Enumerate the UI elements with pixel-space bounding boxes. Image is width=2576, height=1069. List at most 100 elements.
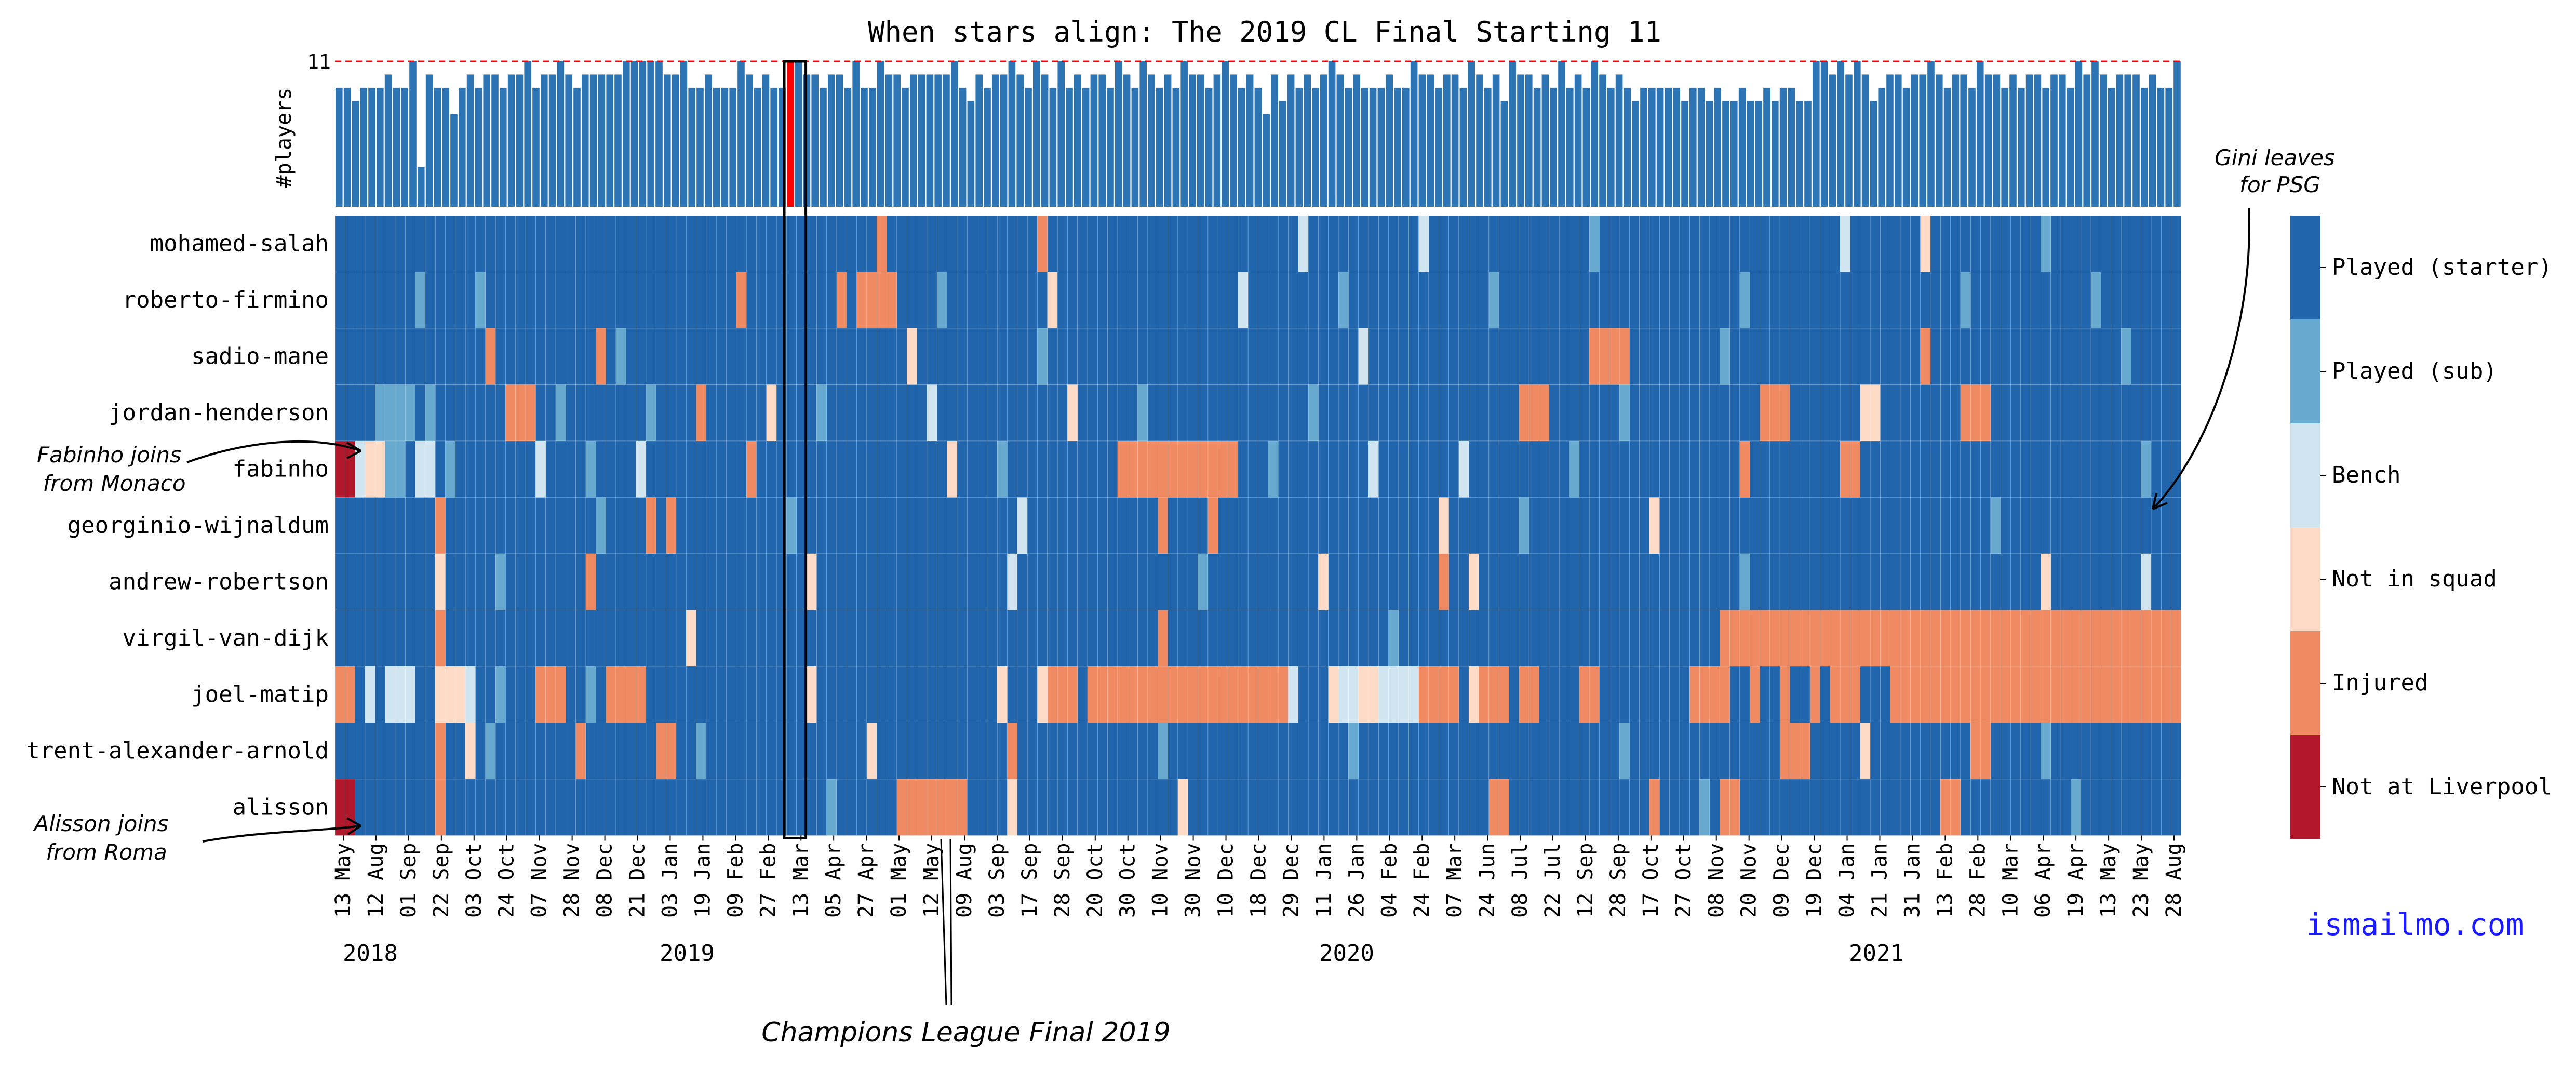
cell-sadio-mane-86 [1198,328,1209,385]
cell-georginio-wijnaldum-155 [1890,497,1901,554]
heatmap [334,215,2182,836]
cell-andrew-robertson-66 [997,553,1008,610]
cell-andrew-robertson-170 [2041,553,2051,610]
cell-joel-matip-137 [1709,666,1720,723]
cell-virgil-van-dijk-152 [1860,610,1871,667]
x-tick-label: 21 Jan [1868,843,1891,918]
cell-georginio-wijnaldum-162 [1960,497,1971,554]
bar-match-23 [524,61,531,207]
cell-sadio-mane-113 [1468,328,1479,385]
cell-virgil-van-dijk-61 [947,610,958,667]
cell-joel-matip-12 [455,666,466,723]
cell-fabinho-120 [1539,440,1550,498]
cell-andrew-robertson-6 [395,553,406,610]
cell-roberto-firmino-3 [365,272,375,329]
cell-mohamed-salah-45 [786,215,797,272]
cell-roberto-firmino-95 [1288,272,1299,329]
cell-mohamed-salah-102 [1358,215,1369,272]
cell-joel-matip-17 [505,666,516,723]
bar-match-180 [1813,61,1820,207]
cell-roberto-firmino-55 [887,272,897,329]
bar-match-186 [1861,74,1869,207]
cell-virgil-van-dijk-36 [696,610,707,667]
bar-match-104 [1189,74,1196,207]
cell-andrew-robertson-24 [575,553,586,610]
x-tick-label: 28 Nov [560,843,584,918]
cell-mohamed-salah-59 [927,215,937,272]
cell-mohamed-salah-145 [1790,215,1801,272]
cell-alisson-130 [1639,779,1650,836]
cell-roberto-firmino-7 [405,272,415,329]
alisson-annotation-line2: from Roma [46,839,167,865]
cell-jordan-henderson-166 [2000,384,2011,442]
cell-trent-alexander-arnold-67 [1007,723,1018,780]
cell-mohamed-salah-68 [1017,215,1028,272]
cell-andrew-robertson-135 [1689,553,1700,610]
cell-jordan-henderson-139 [1729,384,1740,442]
cell-joel-matip-106 [1398,666,1409,723]
cell-joel-matip-148 [1820,666,1831,723]
cell-joel-matip-88 [1217,666,1228,723]
cell-virgil-van-dijk-51 [847,610,857,667]
cell-joel-matip-176 [2101,666,2112,723]
cell-jordan-henderson-146 [1800,384,1810,442]
cell-mohamed-salah-159 [1930,215,1941,272]
cell-mohamed-salah-120 [1539,215,1550,272]
credit-link[interactable]: ismailmo.com [2306,907,2524,942]
cell-trent-alexander-arnold-10 [435,723,446,780]
cell-jordan-henderson-106 [1398,384,1409,442]
cell-jordan-henderson-100 [1338,384,1349,442]
bar-match-159 [1640,87,1647,207]
cell-andrew-robertson-98 [1318,553,1329,610]
cell-sadio-mane-88 [1217,328,1228,385]
x-tick-label: 07 Nov [528,843,552,918]
bar-match-0 [336,87,343,207]
player-label-jordan-henderson: jordan-henderson [109,399,329,426]
cell-fabinho-99 [1328,440,1339,498]
cell-joel-matip-156 [1900,666,1911,723]
cell-trent-alexander-arnold-119 [1528,723,1539,780]
cell-sadio-mane-31 [646,328,656,385]
cell-andrew-robertson-164 [1980,553,1991,610]
cell-fabinho-70 [1037,440,1048,498]
gini-annotation-line2: for PSG [2239,172,2320,197]
x-tick-label: 11 Jan [1312,843,1336,918]
cell-sadio-mane-107 [1408,328,1419,385]
x-tick-label: 22 Jul [1541,843,1565,918]
cell-joel-matip-90 [1238,666,1249,723]
bar-match-116 [1287,74,1295,207]
cell-andrew-robertson-149 [1830,553,1841,610]
cell-roberto-firmino-62 [957,272,968,329]
cell-roberto-firmino-22 [555,272,566,329]
cell-alisson-59 [927,779,937,836]
bar-match-75 [951,61,958,207]
bar-match-59 [820,87,827,207]
cell-virgil-van-dijk-96 [1298,610,1309,667]
cell-mohamed-salah-85 [1187,215,1198,272]
cell-fabinho-71 [1047,440,1058,498]
x-axis-ticks: 13 May 12 Aug 01 Sep 22 Sep 03 Oct 24 Oct 07 N… [331,835,2186,918]
cell-trent-alexander-arnold-28 [615,723,626,780]
cell-roberto-firmino-133 [1669,272,1680,329]
cell-mohamed-salah-182 [2161,215,2171,272]
cell-mohamed-salah-110 [1438,215,1449,272]
cell-mohamed-salah-11 [445,215,456,272]
cell-joel-matip-82 [1157,666,1168,723]
cell-andrew-robertson-150 [1840,553,1850,610]
bar-match-52 [762,74,770,207]
cell-sadio-mane-134 [1679,328,1690,385]
cell-alisson-4 [374,779,385,836]
cell-alisson-28 [615,779,626,836]
player-label-roberto-firmino: roberto-firmino [123,287,329,313]
cell-andrew-robertson-110 [1438,553,1449,610]
bar-match-95 [1115,61,1122,207]
bar-match-214 [2091,61,2099,207]
bar-match-136 [1451,74,1459,207]
cell-andrew-robertson-92 [1258,553,1269,610]
cell-roberto-firmino-179 [2131,272,2142,329]
cell-alisson-149 [1830,779,1841,836]
cell-andrew-robertson-89 [1228,553,1239,610]
cell-virgil-van-dijk-50 [836,610,847,667]
cell-jordan-henderson-160 [1940,384,1951,442]
cell-sadio-mane-135 [1689,328,1700,385]
